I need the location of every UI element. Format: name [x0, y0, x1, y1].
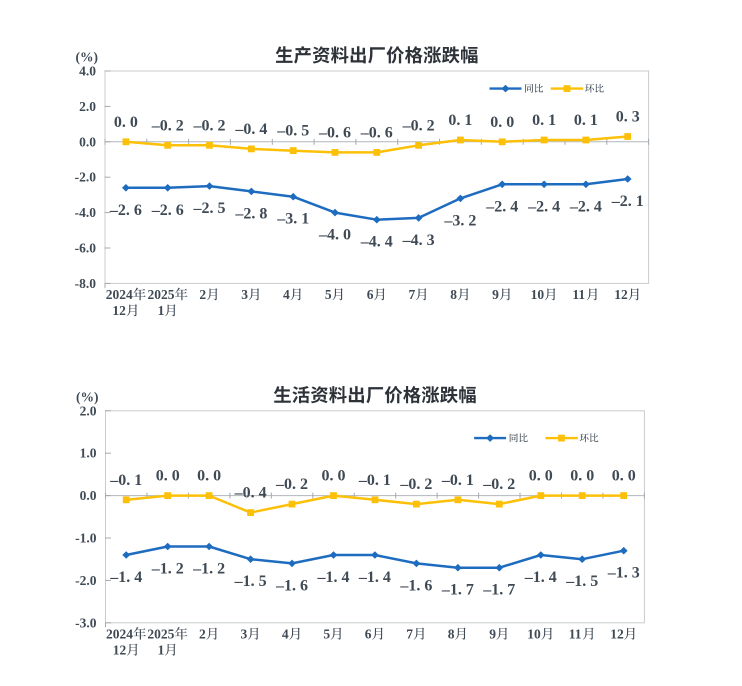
svg-text:3: 3: [241, 627, 248, 642]
svg-text:0. 0: 0. 0: [529, 468, 553, 485]
svg-text:–2. 8: –2. 8: [234, 205, 267, 222]
svg-text:–0. 1: –0. 1: [109, 472, 142, 489]
svg-text:2025: 2025: [147, 627, 174, 642]
svg-text:0. 0: 0. 0: [612, 468, 636, 485]
svg-text:5: 5: [323, 627, 330, 642]
svg-text:1: 1: [158, 643, 165, 658]
svg-text:0. 0: 0. 0: [490, 114, 514, 131]
svg-text:6: 6: [367, 287, 374, 302]
svg-text:1: 1: [158, 303, 165, 318]
svg-text:2025: 2025: [148, 287, 175, 302]
svg-text:–1. 5: –1. 5: [565, 573, 598, 590]
svg-text:-6.0: -6.0: [75, 241, 97, 256]
svg-text:2: 2: [199, 627, 206, 642]
svg-text:–0. 2: –0. 2: [151, 117, 184, 134]
svg-text:12: 12: [112, 303, 126, 318]
svg-text:–0. 1: –0. 1: [441, 472, 474, 489]
svg-text:–1. 7: –1. 7: [482, 582, 515, 599]
svg-text:6: 6: [365, 627, 372, 642]
svg-text:0. 0: 0. 0: [114, 114, 138, 131]
svg-text:–3. 2: –3. 2: [443, 212, 476, 229]
svg-text:–1. 5: –1. 5: [234, 573, 267, 590]
svg-text:–0. 2: –0. 2: [399, 476, 432, 493]
svg-text:12: 12: [610, 627, 624, 642]
svg-text:–2. 4: –2. 4: [569, 198, 602, 215]
svg-text:1.0: 1.0: [80, 446, 97, 461]
svg-text:–1. 2: –1. 2: [151, 561, 184, 578]
svg-text:7: 7: [406, 627, 413, 642]
svg-text:3: 3: [241, 287, 248, 302]
svg-text:–2. 4: –2. 4: [485, 198, 518, 215]
svg-text:2.0: 2.0: [79, 99, 96, 114]
svg-text:0. 1: 0. 1: [532, 112, 556, 129]
svg-text:–1. 7: –1. 7: [441, 582, 474, 599]
svg-text:8: 8: [448, 627, 455, 642]
svg-text:0. 0: 0. 0: [197, 468, 221, 485]
svg-text:–1. 2: –1. 2: [192, 561, 225, 578]
svg-text:10: 10: [531, 287, 545, 302]
svg-text:2024: 2024: [106, 627, 133, 642]
svg-text:–0. 4: –0. 4: [234, 485, 267, 502]
svg-text:–1. 3: –1. 3: [607, 565, 640, 582]
svg-text:5: 5: [325, 287, 332, 302]
svg-text:(%): (%): [76, 389, 99, 404]
svg-text:0. 0: 0. 0: [570, 468, 594, 485]
svg-text:–0. 6: –0. 6: [318, 124, 351, 141]
svg-text:0.0: 0.0: [79, 134, 96, 149]
svg-text:0. 0: 0. 0: [322, 468, 346, 485]
svg-text:7: 7: [409, 287, 416, 302]
svg-text:-4.0: -4.0: [75, 205, 97, 220]
svg-text:–1. 4: –1. 4: [358, 569, 391, 586]
svg-text:2024: 2024: [106, 287, 133, 302]
svg-text:–4. 3: –4. 3: [402, 232, 435, 249]
svg-text:–0. 2: –0. 2: [482, 476, 515, 493]
svg-text:0. 1: 0. 1: [448, 112, 472, 129]
svg-text:2: 2: [199, 287, 206, 302]
svg-text:–0. 2: –0. 2: [193, 117, 226, 134]
svg-text:–1. 4: –1. 4: [317, 569, 350, 586]
svg-text:–0. 4: –0. 4: [234, 121, 267, 138]
svg-text:0. 1: 0. 1: [574, 112, 598, 129]
svg-text:–1. 4: –1. 4: [524, 569, 557, 586]
svg-text:–4. 4: –4. 4: [360, 234, 393, 251]
svg-text:(%): (%): [76, 50, 99, 65]
svg-text:–4. 0: –4. 0: [318, 227, 351, 244]
svg-text:-2.0: -2.0: [75, 170, 97, 185]
svg-text:9: 9: [492, 287, 499, 302]
svg-text:–1. 6: –1. 6: [275, 577, 308, 594]
svg-text:–0. 5: –0. 5: [276, 123, 309, 140]
svg-text:0. 3: 0. 3: [616, 109, 640, 126]
svg-text:4: 4: [282, 627, 289, 642]
svg-text:–1. 6: –1. 6: [399, 577, 432, 594]
svg-text:0. 0: 0. 0: [156, 468, 180, 485]
svg-text:–0. 2: –0. 2: [402, 117, 435, 134]
svg-text:–2. 1: –2. 1: [611, 193, 644, 210]
svg-text:11: 11: [572, 287, 585, 302]
svg-text:–0. 6: –0. 6: [360, 124, 393, 141]
svg-text:4.0: 4.0: [79, 64, 96, 79]
svg-text:12: 12: [113, 643, 127, 658]
svg-text:10: 10: [527, 627, 541, 642]
svg-text:-8.0: -8.0: [75, 276, 97, 291]
svg-text:–2. 5: –2. 5: [193, 200, 226, 217]
svg-text:–1. 4: –1. 4: [109, 569, 142, 586]
svg-text:-1.0: -1.0: [75, 531, 97, 546]
svg-text:2.0: 2.0: [80, 403, 97, 418]
svg-text:–2. 6: –2. 6: [109, 202, 142, 219]
svg-text:-3.0: -3.0: [75, 615, 97, 630]
svg-text:9: 9: [489, 627, 496, 642]
svg-text:11: 11: [569, 627, 582, 642]
svg-text:4: 4: [283, 287, 290, 302]
svg-text:0.0: 0.0: [80, 488, 97, 503]
svg-text:–3. 1: –3. 1: [276, 211, 309, 228]
svg-text:–0. 2: –0. 2: [275, 476, 308, 493]
svg-text:–0. 1: –0. 1: [358, 472, 391, 489]
svg-text:8: 8: [450, 287, 457, 302]
svg-text:-2.0: -2.0: [75, 573, 97, 588]
svg-text:12: 12: [614, 287, 628, 302]
svg-text:–2. 6: –2. 6: [151, 202, 184, 219]
svg-text:–2. 4: –2. 4: [527, 198, 560, 215]
